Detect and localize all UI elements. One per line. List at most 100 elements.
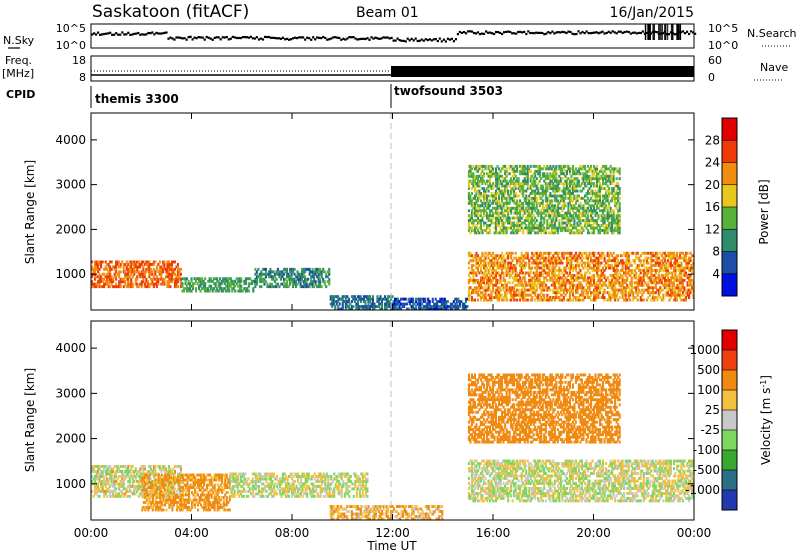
data-cell [550,226,553,230]
data-cell [106,275,109,279]
data-cell [570,182,573,186]
data-cell [513,216,516,220]
data-cell [118,285,121,289]
data-cell [627,274,630,277]
nsky-point [173,38,176,41]
data-cell [258,277,261,281]
data-cell [365,297,368,301]
nsky-point [398,39,401,42]
data-cell [122,280,125,284]
data-cell [137,265,140,269]
data-cell [323,280,326,284]
data-cell [140,280,143,284]
data-cell [603,219,606,222]
data-cell [555,251,558,255]
data-cell [112,285,115,289]
data-cell [541,194,544,198]
data-cell [416,302,419,306]
data-cell [552,219,555,222]
data-cell [91,275,94,279]
data-cell [355,307,358,310]
data-cell [627,259,630,263]
data-cell [513,224,516,227]
data-cell [603,264,606,267]
data-cell [122,285,125,289]
data-cell [574,251,577,255]
data-cell [401,302,404,306]
data-cell [478,231,481,235]
data-cell [511,216,514,220]
data-cell [473,231,476,235]
data-cell [580,264,583,267]
nsky-point [350,36,353,39]
data-cell [478,286,481,290]
data-cell [476,196,479,200]
nsky-point [507,30,510,33]
data-cell [564,216,567,220]
data-cell [499,179,502,183]
data-cell [502,271,505,275]
data-cell [549,182,552,186]
data-cell [611,254,614,258]
data-cell [656,298,659,302]
data-cell [514,164,517,168]
data-cell [346,300,349,303]
data-cell [495,288,498,292]
data-cell [146,265,149,269]
data-cell [469,199,472,203]
data-cell [496,224,499,227]
data-cell [316,270,319,274]
data-cell [588,221,591,225]
data-cell [400,297,403,301]
data-cell [362,300,365,303]
nsky-point [95,33,98,36]
data-cell [367,307,370,310]
data-cell [574,296,577,299]
data-cell [546,251,549,255]
data-cell [574,211,577,215]
data-cell [226,282,229,286]
data-cell [653,296,656,299]
data-cell [534,192,537,195]
data-cell [296,282,299,286]
data-cell [602,291,605,295]
data-cell [431,305,434,308]
data-cell [587,221,590,225]
data-cell [635,281,638,285]
data-cell [621,288,624,292]
data-cell [678,291,681,295]
data-cell [484,286,487,290]
data-cell [130,282,133,286]
data-cell [529,271,532,275]
data-cell [290,272,293,276]
data-cell [522,266,525,270]
data-cell [176,263,179,266]
data-cell [675,293,678,297]
data-cell [639,281,642,285]
data-cell [615,276,618,280]
nsky-point [225,36,228,39]
data-cell [570,291,573,295]
data-cell [311,270,314,274]
data-cell [364,307,367,310]
data-cell [606,184,609,188]
nsky-point [372,37,375,40]
data-cell [587,219,590,222]
data-cell [476,291,479,295]
data-cell [109,280,112,284]
data-cell [585,271,588,275]
data-cell [328,277,331,281]
data-cell [502,216,505,220]
data-cell [505,231,508,235]
data-cell [478,206,481,210]
data-cell [517,204,520,208]
data-cell [582,214,585,218]
data-cell [358,295,361,299]
data-cell [603,216,606,220]
data-cell [317,272,320,276]
data-cell [564,229,567,232]
data-cell [593,231,596,235]
data-cell [546,264,549,267]
data-cell [624,271,627,275]
data-cell [608,296,611,299]
